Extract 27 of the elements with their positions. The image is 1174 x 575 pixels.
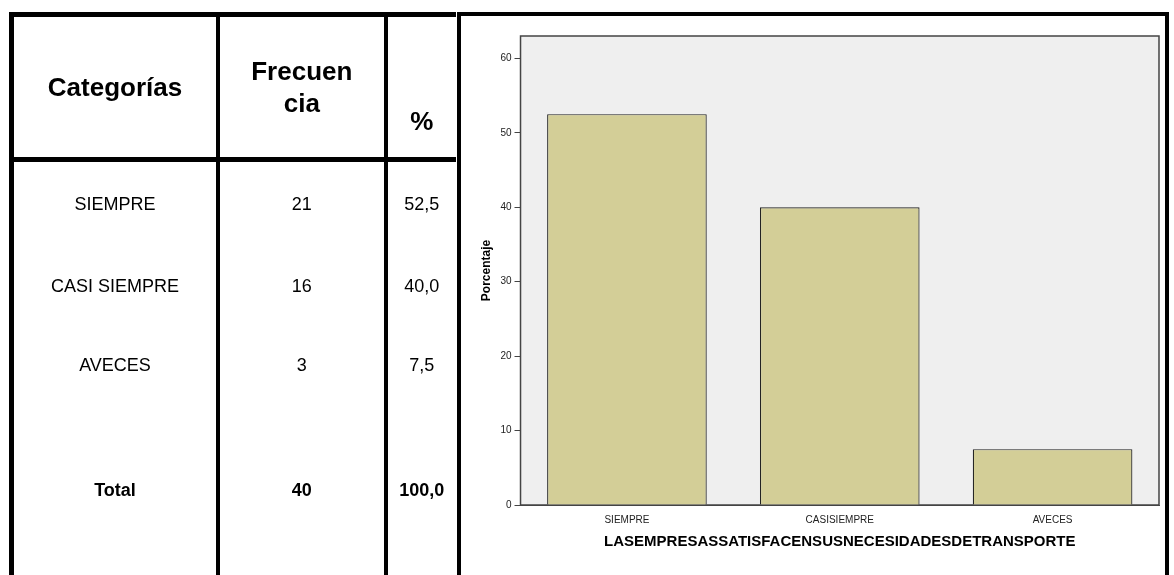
x-tick-label: SIEMPRE bbox=[604, 513, 650, 525]
x-axis-title: LASEMPRESASSATISFACENSUSNECESIDADESDETRANSPORTE bbox=[604, 532, 1076, 550]
data-label: 40,0 bbox=[385, 247, 456, 327]
data-label: 21 bbox=[218, 159, 386, 248]
data-label: 52,5 bbox=[385, 159, 456, 248]
y-tick-label: 0 bbox=[505, 498, 512, 510]
data-label: 40 bbox=[218, 405, 386, 575]
y-tick-label: 30 bbox=[500, 275, 512, 287]
text: Frecuencia bbox=[250, 54, 354, 120]
y-tick-label: 10 bbox=[500, 424, 512, 436]
data-label: 16 bbox=[218, 247, 386, 327]
y-tick-label: 60 bbox=[500, 52, 512, 64]
data-label: 3 bbox=[218, 326, 386, 405]
category-label: SIEMPRE bbox=[73, 193, 157, 217]
y-axis-title: Porcentaje bbox=[478, 239, 493, 302]
y-tick-label: 40 bbox=[500, 200, 512, 212]
text: % bbox=[410, 106, 434, 136]
text: Categorías bbox=[14, 17, 219, 160]
x-tick-label: CASISIEMPRE bbox=[805, 513, 875, 525]
category-label: CASI SIEMPRE bbox=[50, 275, 181, 299]
category-label: Total bbox=[93, 478, 137, 502]
y-tick-label: 20 bbox=[500, 349, 512, 361]
category-label: AVECES bbox=[78, 354, 152, 378]
data-label: 7,5 bbox=[385, 326, 456, 405]
y-tick-label: 50 bbox=[500, 126, 512, 138]
data-label: 100,0 bbox=[385, 405, 456, 575]
x-tick-label: AVECES bbox=[1032, 513, 1073, 525]
